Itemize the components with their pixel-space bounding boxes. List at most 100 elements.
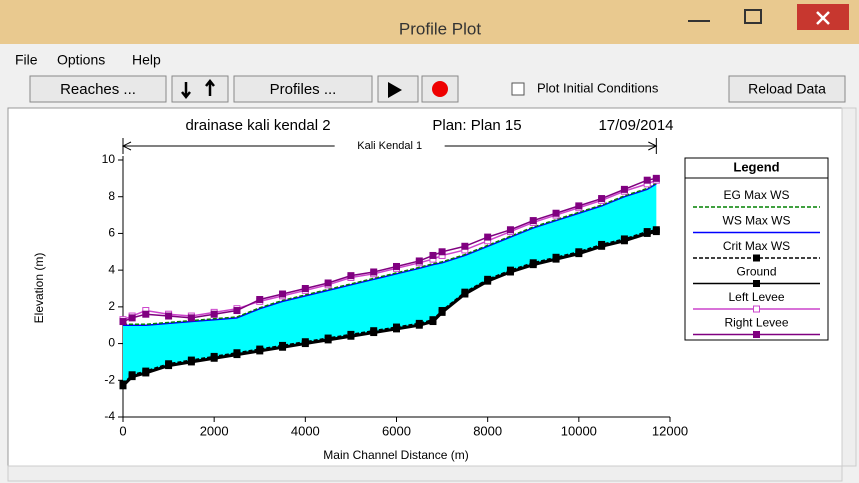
series-marker (210, 354, 218, 362)
menu-item[interactable]: Help (132, 52, 161, 68)
title-bar (0, 0, 859, 44)
series-marker (279, 343, 287, 351)
series-marker (461, 242, 469, 250)
series-marker (652, 228, 660, 236)
legend-label: WS Max WS (723, 214, 791, 228)
legend-marker (753, 305, 760, 313)
water-fill (123, 183, 657, 386)
series-marker (119, 382, 127, 390)
play-icon (388, 82, 402, 98)
x-tick-label: 4000 (291, 423, 320, 438)
series-marker (256, 347, 264, 355)
series-marker (142, 369, 150, 377)
legend-marker (753, 254, 760, 262)
minimize-button[interactable] (688, 20, 710, 22)
checkbox-label: Plot Initial Conditions (537, 80, 659, 95)
y-tick-label: -4 (104, 409, 115, 423)
series-marker (142, 310, 150, 318)
y-tick-label: 6 (108, 226, 115, 240)
legend-title: Legend (733, 159, 779, 174)
series-marker (415, 257, 423, 265)
series-line (122, 229, 657, 385)
series-marker (256, 296, 264, 304)
x-tick-label: 10000 (561, 423, 597, 438)
profiles-button[interactable] (233, 75, 373, 103)
legend-marker (753, 331, 760, 338)
reach-arrows (121, 138, 658, 154)
chart-title: drainase kali kendal 2 (185, 117, 330, 134)
series-marker (438, 248, 446, 256)
series-marker (438, 308, 446, 316)
menu-item[interactable]: Options (57, 52, 105, 68)
maximize-button[interactable] (744, 9, 762, 24)
series-line (123, 183, 657, 326)
series-marker (484, 233, 492, 241)
series-marker (324, 279, 332, 287)
series-marker (370, 268, 378, 276)
legend-label: Left Levee (728, 290, 784, 304)
series-marker (324, 336, 332, 344)
series-marker (429, 251, 437, 259)
series-marker (187, 358, 195, 366)
series-marker (575, 250, 583, 258)
x-tick-label: 12000 (652, 423, 688, 438)
window-title: Profile Plot (399, 19, 481, 38)
series-marker (506, 268, 514, 276)
series-marker (620, 185, 628, 193)
plan-label: Plan: Plan 15 (432, 117, 521, 134)
series-line (123, 182, 657, 326)
reach-label-bg (334, 138, 445, 154)
series-marker (165, 362, 173, 370)
series-marker (210, 310, 218, 318)
reaches-button[interactable] (29, 75, 167, 103)
y-tick-label: 4 (108, 262, 115, 276)
series-marker (529, 261, 537, 269)
record-icon (432, 81, 448, 97)
series-marker (370, 329, 378, 337)
x-tick-label: 8000 (473, 423, 502, 438)
series-marker (598, 195, 606, 203)
y-tick-label: 10 (102, 152, 116, 166)
x-tick-label: 6000 (382, 423, 411, 438)
button-label: Reload Data (748, 81, 826, 97)
checkbox[interactable] (511, 82, 525, 96)
series-marker (575, 202, 583, 210)
y-tick-label: -2 (104, 372, 115, 386)
updown-button[interactable] (171, 75, 229, 103)
series-marker (347, 332, 355, 340)
series-marker (652, 174, 660, 182)
series-marker (233, 307, 241, 315)
series-marker (301, 340, 309, 348)
series-marker (301, 285, 309, 292)
series-marker (598, 242, 606, 250)
series-marker (552, 209, 560, 217)
legend-label: EG Max WS (723, 188, 789, 202)
x-axis-label: Main Channel Distance (m) (323, 448, 468, 462)
reach-label: Kali Kendal 1 (357, 140, 422, 152)
series-marker (529, 217, 537, 225)
v-scrollbar[interactable] (841, 107, 857, 467)
series-marker (187, 314, 195, 322)
series-marker (620, 237, 628, 245)
arrow-icons (181, 78, 215, 100)
y-tick-label: 2 (108, 299, 115, 313)
series-marker (347, 272, 355, 280)
series-marker (506, 226, 514, 234)
button-label: Reaches ... (60, 81, 136, 98)
series-marker (643, 176, 651, 184)
series-marker (119, 318, 127, 326)
button-label: Profiles ... (270, 81, 337, 98)
reload-button[interactable] (728, 75, 846, 103)
series-marker (461, 290, 469, 298)
series-marker (233, 351, 241, 359)
h-scrollbar[interactable] (7, 465, 843, 482)
y-tick-label: 8 (108, 189, 115, 203)
series-marker (128, 373, 136, 381)
series-marker (165, 312, 173, 320)
legend-marker (753, 280, 760, 287)
series-marker (429, 318, 437, 326)
menu-item[interactable]: File (15, 52, 38, 68)
date-label: 17/09/2014 (598, 117, 673, 134)
x-tick-label: 2000 (200, 423, 229, 438)
